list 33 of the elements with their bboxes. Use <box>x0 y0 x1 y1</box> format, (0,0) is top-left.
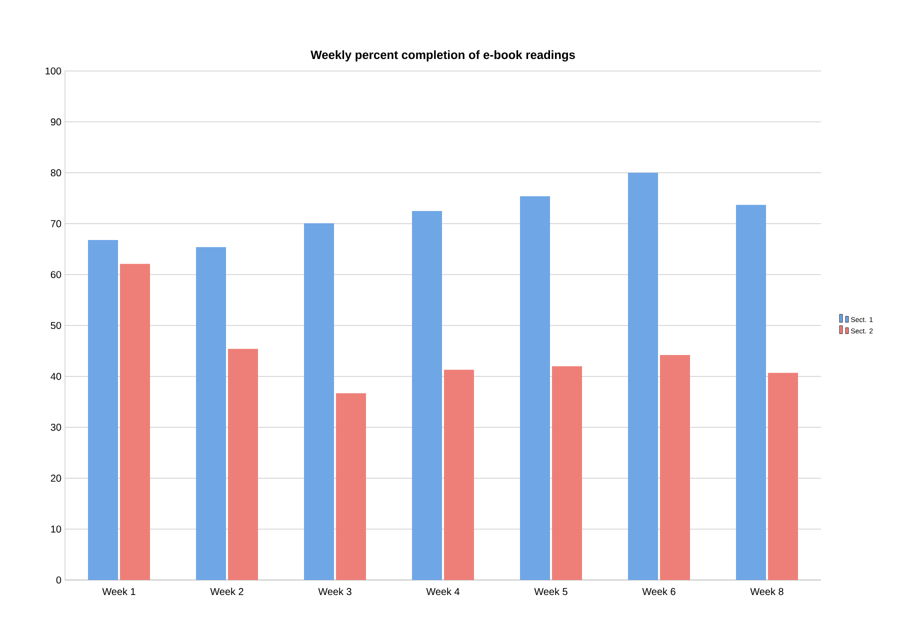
y-tick-label: 30 <box>50 424 62 431</box>
x-tick-label: Week 8 <box>750 588 784 596</box>
bar <box>444 370 474 580</box>
chart-title: Weekly percent completion of e-book readings <box>310 50 575 62</box>
x-tick-label: Week 6 <box>642 588 676 596</box>
bar <box>736 204 766 580</box>
bar <box>88 240 118 580</box>
y-tick-label: 70 <box>50 220 62 228</box>
bar <box>768 372 798 580</box>
x-tick-label: Week 4 <box>426 588 460 596</box>
y-tick-label: 90 <box>50 118 62 126</box>
bar <box>660 355 690 580</box>
bar <box>304 223 334 580</box>
y-tick-label: 10 <box>51 526 62 533</box>
bar <box>520 196 550 580</box>
y-tick-label: 40 <box>50 372 62 380</box>
y-tick-label: 20 <box>50 474 62 482</box>
y-tick-label: 0 <box>56 576 62 584</box>
bar <box>196 247 226 580</box>
x-tick-label: Week 2 <box>210 588 244 596</box>
y-tick-label: 50 <box>50 322 62 330</box>
y-tick-label: 80 <box>50 169 62 176</box>
x-tick-label: Week 1 <box>102 588 136 596</box>
bar <box>120 264 150 580</box>
bar <box>228 348 258 580</box>
bar <box>552 366 582 580</box>
x-tick-label: Week 3 <box>318 588 352 596</box>
y-tick-label: 100 <box>46 67 62 75</box>
x-tick-label: Week 5 <box>534 588 568 596</box>
y-tick-label: 60 <box>50 271 62 278</box>
bar <box>336 393 366 580</box>
bar <box>628 172 658 580</box>
bar <box>412 210 442 580</box>
